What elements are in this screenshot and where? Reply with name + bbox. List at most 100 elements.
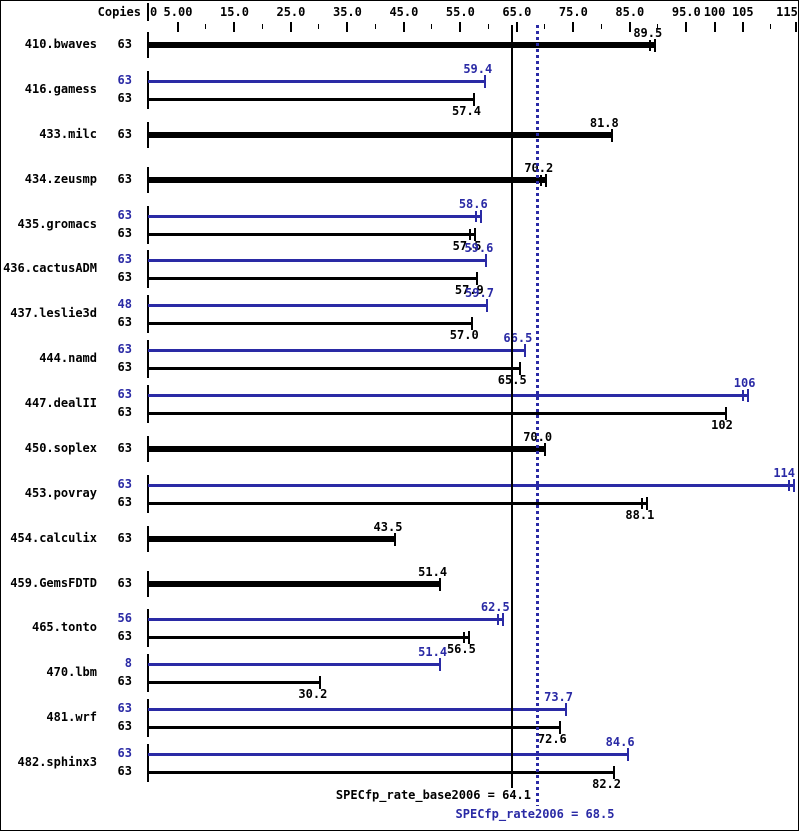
bar-peak xyxy=(148,663,440,666)
bar-end-cap xyxy=(613,766,615,779)
copies-value: 63 xyxy=(117,252,132,266)
bar-end-cap xyxy=(742,390,744,401)
axis-tick-label: 35.0 xyxy=(332,5,362,19)
bar-end-cap xyxy=(469,229,471,240)
reference-label-peak: SPECfp_rate2006 = 68.5 xyxy=(455,807,615,821)
benchmark-label: 410.bwaves xyxy=(24,37,97,51)
value-label: 57.0 xyxy=(449,328,479,342)
value-label: 58.6 xyxy=(458,197,488,211)
copies-value: 63 xyxy=(117,531,132,545)
bar-base xyxy=(148,233,475,236)
copies-value: 63 xyxy=(117,701,132,715)
bar-base xyxy=(148,502,647,505)
baseline-segment xyxy=(147,385,149,423)
axis-tick-label: 65.0 xyxy=(502,5,532,19)
bar-end-cap xyxy=(485,254,487,267)
bar-end-cap xyxy=(540,175,542,186)
axis-tick-minor xyxy=(657,24,659,29)
bar-end-cap xyxy=(544,443,546,456)
bar-end-cap xyxy=(654,39,656,52)
benchmark-label: 416.gamess xyxy=(24,82,97,96)
benchmark-label: 436.cactusADM xyxy=(3,261,97,275)
value-label: 56.5 xyxy=(446,642,476,656)
axis-tick-label: 100 xyxy=(703,5,726,19)
baseline-segment xyxy=(147,699,149,737)
axis-tick-major xyxy=(459,22,462,32)
bar-end-cap xyxy=(524,344,526,357)
bar-end-cap xyxy=(559,721,561,734)
bar-end-cap xyxy=(497,614,499,625)
bar-end-cap xyxy=(565,703,567,716)
copies-value: 63 xyxy=(117,226,132,240)
value-label: 70.2 xyxy=(483,161,553,176)
value-label: 66.5 xyxy=(503,331,533,345)
value-label: 106 xyxy=(733,376,756,390)
copies-value: 48 xyxy=(117,297,132,311)
bar-base xyxy=(148,132,612,138)
bar-base xyxy=(148,42,655,48)
copies-value: 63 xyxy=(117,342,132,356)
value-label: 62.5 xyxy=(480,600,510,614)
axis-tick-minor xyxy=(205,24,207,29)
bar-peak xyxy=(148,259,486,262)
bar-peak xyxy=(148,304,487,307)
benchmark-label: 435.gromacs xyxy=(17,217,97,231)
axis-zero-label: 0 xyxy=(150,5,158,19)
copies-value: 63 xyxy=(117,746,132,760)
bar-end-cap xyxy=(646,497,648,510)
benchmark-label: 459.GemsFDTD xyxy=(10,576,97,590)
axis-tick-major xyxy=(346,22,349,32)
baseline-segment xyxy=(147,206,149,244)
axis-tick-major xyxy=(628,22,631,32)
bar-end-cap xyxy=(463,632,465,643)
bar-end-cap xyxy=(486,299,488,312)
bar-peak xyxy=(148,618,503,621)
bar-end-cap xyxy=(480,210,482,223)
copies-value: 63 xyxy=(117,629,132,643)
bar-peak xyxy=(148,215,481,218)
baseline-segment xyxy=(147,654,149,692)
axis-tick-minor xyxy=(487,24,489,29)
copies-value: 63 xyxy=(117,405,132,419)
bar-end-cap xyxy=(476,272,478,285)
copies-value: 63 xyxy=(117,764,132,778)
benchmark-label: 444.namd xyxy=(39,351,97,365)
bar-base xyxy=(148,98,474,101)
bar-end-cap xyxy=(484,75,486,88)
bar-end-cap xyxy=(471,317,473,330)
baseline-segment xyxy=(147,744,149,782)
bar-base xyxy=(148,581,440,587)
axis-tick-label: 55.0 xyxy=(445,5,475,19)
reference-label-base: SPECfp_rate_base2006 = 64.1 xyxy=(335,788,531,802)
bar-peak xyxy=(148,394,748,397)
axis-tick-major xyxy=(713,22,716,32)
copies-column-header: Copies xyxy=(97,5,141,19)
bar-end-cap xyxy=(725,407,727,420)
value-label: 30.2 xyxy=(298,687,328,701)
value-label: 59.4 xyxy=(463,62,493,76)
bar-end-cap xyxy=(502,613,504,626)
axis-tick-label: 75.0 xyxy=(558,5,588,19)
value-label: 88.1 xyxy=(625,508,655,522)
copies-value: 63 xyxy=(117,37,132,51)
bar-peak xyxy=(148,753,628,756)
value-label: 57.9 xyxy=(454,283,484,297)
baseline-segment xyxy=(147,475,149,513)
axis-tick-label: 115 xyxy=(776,5,798,19)
bar-end-cap xyxy=(319,676,321,689)
axis-tick-minor xyxy=(318,24,320,29)
axis-tick-minor xyxy=(600,24,602,29)
benchmark-label: 453.povray xyxy=(24,486,97,500)
value-label: 51.4 xyxy=(418,645,448,659)
benchmark-label: 434.zeusmp xyxy=(24,172,97,186)
value-label: 82.2 xyxy=(592,777,622,791)
bar-end-cap xyxy=(649,40,651,51)
value-label: 43.5 xyxy=(373,520,403,534)
bar-base xyxy=(148,536,395,542)
bar-peak xyxy=(148,708,566,711)
axis-tick-major xyxy=(685,22,688,32)
bar-end-cap xyxy=(439,578,441,591)
bar-end-cap xyxy=(545,174,547,187)
axis-tick-major xyxy=(176,22,179,32)
